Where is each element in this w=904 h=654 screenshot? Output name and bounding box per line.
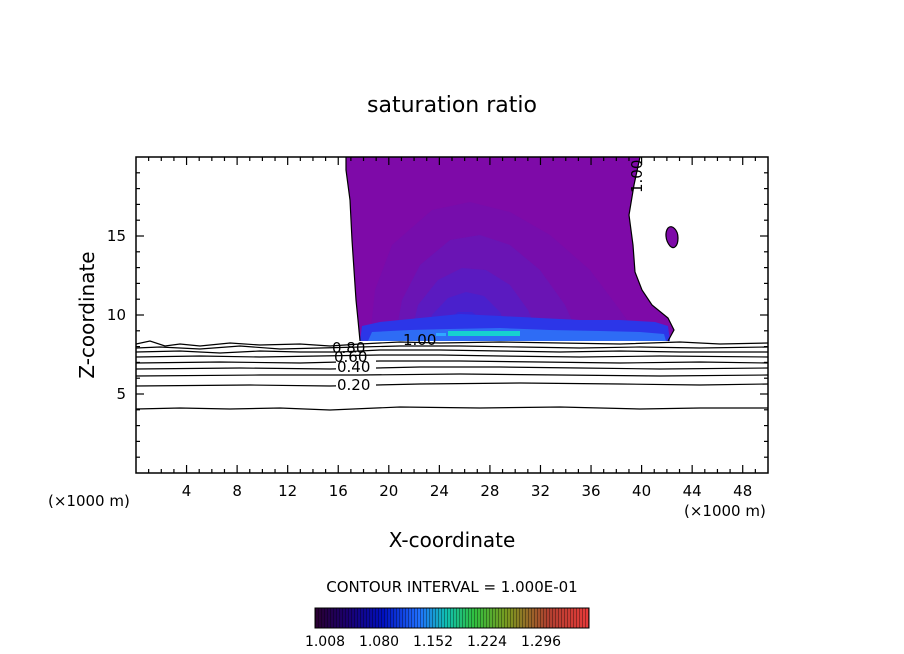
colorbar-frame [314, 607, 590, 629]
contour-1.00-outline [345, 157, 361, 342]
x-tick-label: 20 [379, 482, 398, 500]
x-tick-label: 36 [581, 482, 600, 500]
contour-lines [136, 157, 768, 411]
contour-1.00-island [665, 226, 679, 249]
x-tick-label: 28 [480, 482, 499, 500]
contour-line-0.70 [136, 349, 768, 354]
y-tick-label: 10 [107, 306, 126, 324]
x-tick-label: 12 [278, 482, 297, 500]
isolated-cloud [665, 226, 678, 248]
y-tick-labels: 5 10 15 [107, 227, 126, 403]
contour-line-0.60 [136, 354, 768, 358]
contour-line-0.90 [136, 340, 768, 347]
contour-label-0.80: 0.80 [332, 339, 365, 357]
y-axis-label: Z-coordinate [75, 251, 99, 378]
x-tick-marks [148, 157, 756, 473]
cloud-base-cyan-2 [436, 333, 446, 336]
x-axis-label: X-coordinate [389, 528, 516, 552]
contour-line-0.20 [136, 382, 768, 387]
colorbar-tick-labels: 1.008 1.080 1.152 1.224 1.296 [305, 634, 561, 650]
x-tick-label: 8 [232, 482, 242, 500]
x-tick-label: 24 [430, 482, 449, 500]
contour-line-0.50 [136, 360, 768, 364]
colorbar-tick-label: 1.224 [467, 634, 507, 650]
x-unit-label-right: (×1000 m) [684, 502, 766, 520]
x-tick-label: 32 [531, 482, 550, 500]
x-tick-label: 40 [632, 482, 651, 500]
x-tick-label: 4 [182, 482, 192, 500]
x-tick-label: 48 [733, 482, 752, 500]
cloud-base-cyan [448, 331, 520, 336]
contour-label-1.00-base: 1.00 [403, 331, 436, 349]
contour-line-0.80 [136, 345, 768, 350]
y-tick-label: 5 [116, 385, 126, 403]
contour-interval-label: CONTOUR INTERVAL = 1.000E-01 [326, 578, 577, 596]
contour-labels: 0.20 0.40 0.60 0.80 1.00 1.00 [332, 160, 646, 394]
x-tick-label: 44 [683, 482, 702, 500]
colorbar-tick-label: 1.008 [305, 634, 345, 650]
y-tick-label: 15 [107, 227, 126, 245]
colorbar-tick-label: 1.080 [359, 634, 399, 650]
contour-label-0.20: 0.20 [337, 376, 370, 394]
contour-label-0.60: 0.60 [334, 348, 367, 366]
colorbar-stripes [315, 608, 589, 628]
contour-label-0.40: 0.40 [337, 358, 370, 376]
contour-line-0.30 [136, 373, 768, 377]
x-unit-label-left: (×1000 m) [48, 492, 130, 510]
chart-title: saturation ratio [367, 93, 537, 118]
contour-label-1.00-top: 1.00 [628, 160, 646, 193]
contour-line-0.40 [136, 366, 768, 370]
contour-line-0.10 [136, 406, 768, 411]
x-tick-labels: 4 8 12 16 20 24 28 32 36 40 44 48 [182, 482, 752, 500]
colorbar-tick-label: 1.152 [413, 634, 453, 650]
contour-1.00-right [628, 157, 675, 342]
colorbar-tick-label: 1.296 [521, 634, 561, 650]
shaded-region [346, 157, 678, 341]
x-tick-label: 16 [329, 482, 348, 500]
y-tick-marks [136, 172, 768, 458]
